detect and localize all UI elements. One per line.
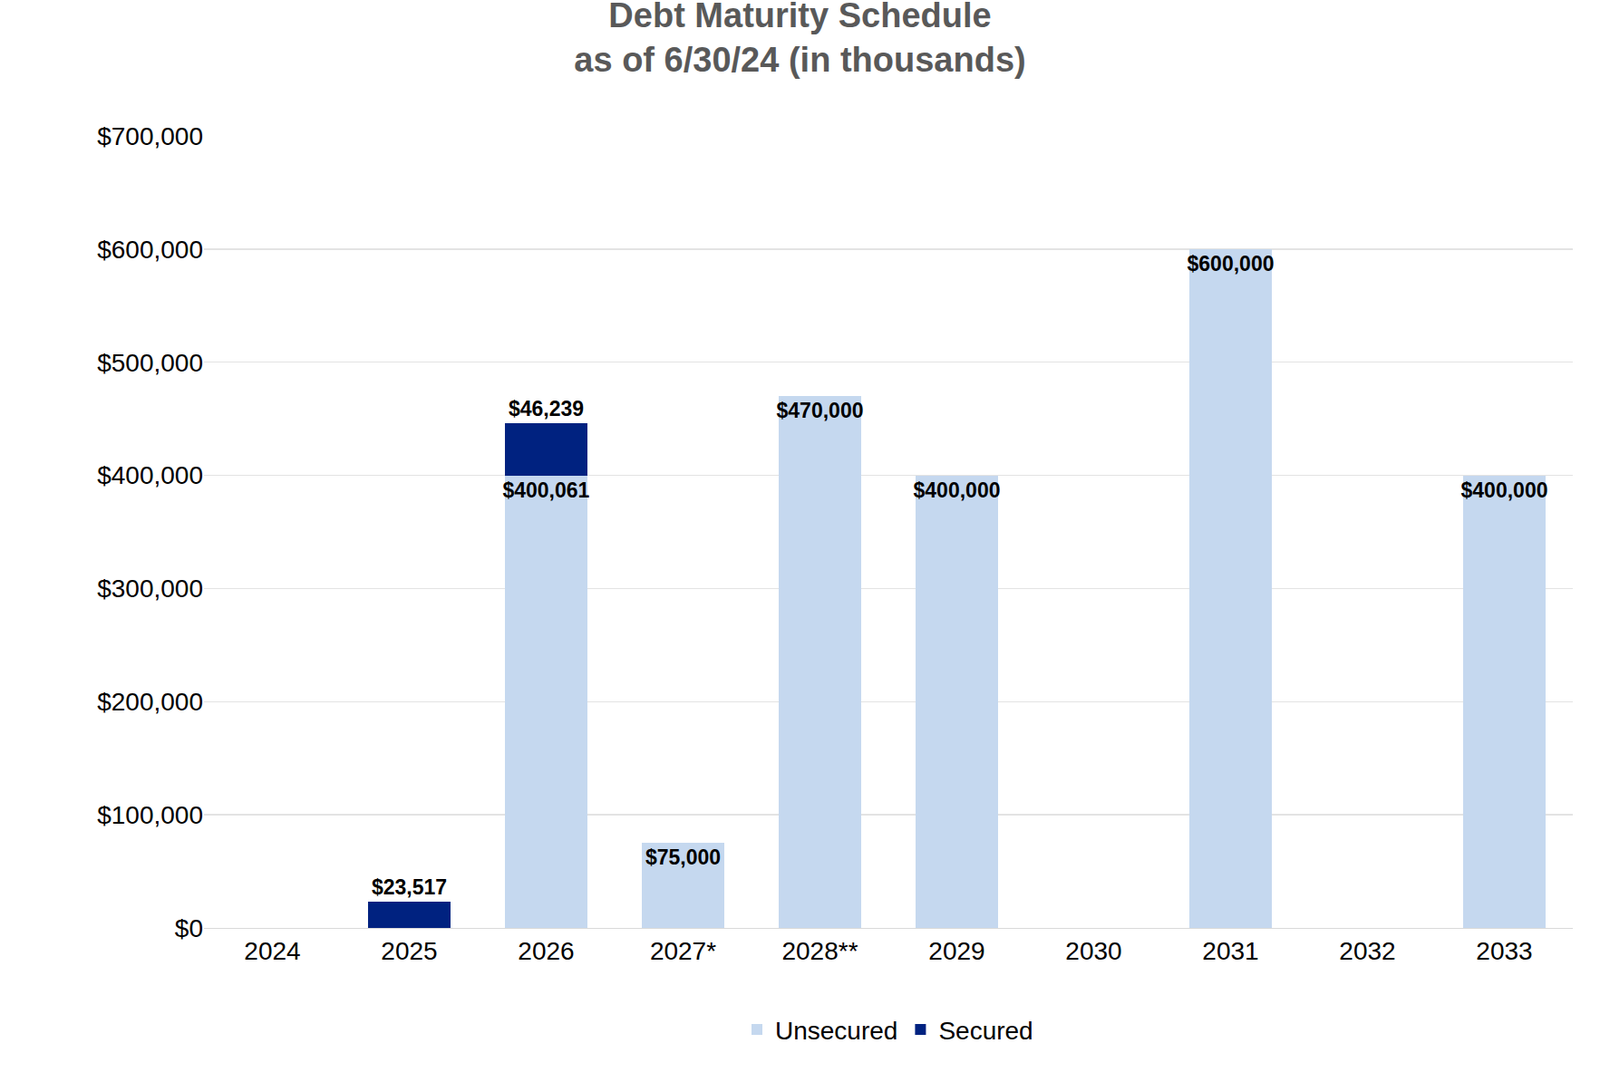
svg-text:$100,000: $100,000 bbox=[96, 801, 204, 830]
svg-text:$200,000: $200,000 bbox=[96, 688, 204, 717]
svg-text:$500,000: $500,000 bbox=[96, 349, 204, 378]
svg-text:$600,000: $600,000 bbox=[1187, 252, 1275, 276]
svg-text:$300,000: $300,000 bbox=[96, 574, 204, 603]
svg-text:2025: 2025 bbox=[380, 937, 437, 966]
svg-text:$75,000: $75,000 bbox=[645, 845, 721, 870]
svg-text:2026: 2026 bbox=[517, 937, 574, 966]
svg-text:$400,000: $400,000 bbox=[1461, 478, 1549, 503]
svg-text:2027*: 2027* bbox=[649, 937, 717, 966]
svg-text:Secured: Secured bbox=[938, 1017, 1033, 1046]
svg-text:2032: 2032 bbox=[1338, 937, 1396, 966]
svg-text:2030: 2030 bbox=[1065, 937, 1122, 966]
svg-text:2029: 2029 bbox=[928, 937, 985, 966]
svg-text:$0: $0 bbox=[174, 914, 204, 943]
svg-text:$400,000: $400,000 bbox=[96, 461, 204, 490]
svg-text:2031: 2031 bbox=[1202, 937, 1259, 966]
svg-text:$700,000: $700,000 bbox=[96, 122, 204, 151]
svg-text:2024: 2024 bbox=[243, 937, 301, 966]
svg-text:2028**: 2028** bbox=[781, 937, 858, 966]
svg-text:$23,517: $23,517 bbox=[371, 875, 447, 900]
svg-text:$400,061: $400,061 bbox=[502, 478, 590, 503]
svg-text:$46,239: $46,239 bbox=[508, 397, 584, 421]
svg-text:$470,000: $470,000 bbox=[776, 398, 864, 423]
svg-text:Unsecured: Unsecured bbox=[775, 1017, 898, 1046]
svg-text:Debt Maturity Scheduleas of 6/: Debt Maturity Scheduleas of 6/30/24 (in … bbox=[573, 0, 1026, 79]
svg-text:2033: 2033 bbox=[1475, 937, 1533, 966]
svg-text:$600,000: $600,000 bbox=[96, 235, 204, 264]
svg-text:$400,000: $400,000 bbox=[913, 478, 1001, 503]
